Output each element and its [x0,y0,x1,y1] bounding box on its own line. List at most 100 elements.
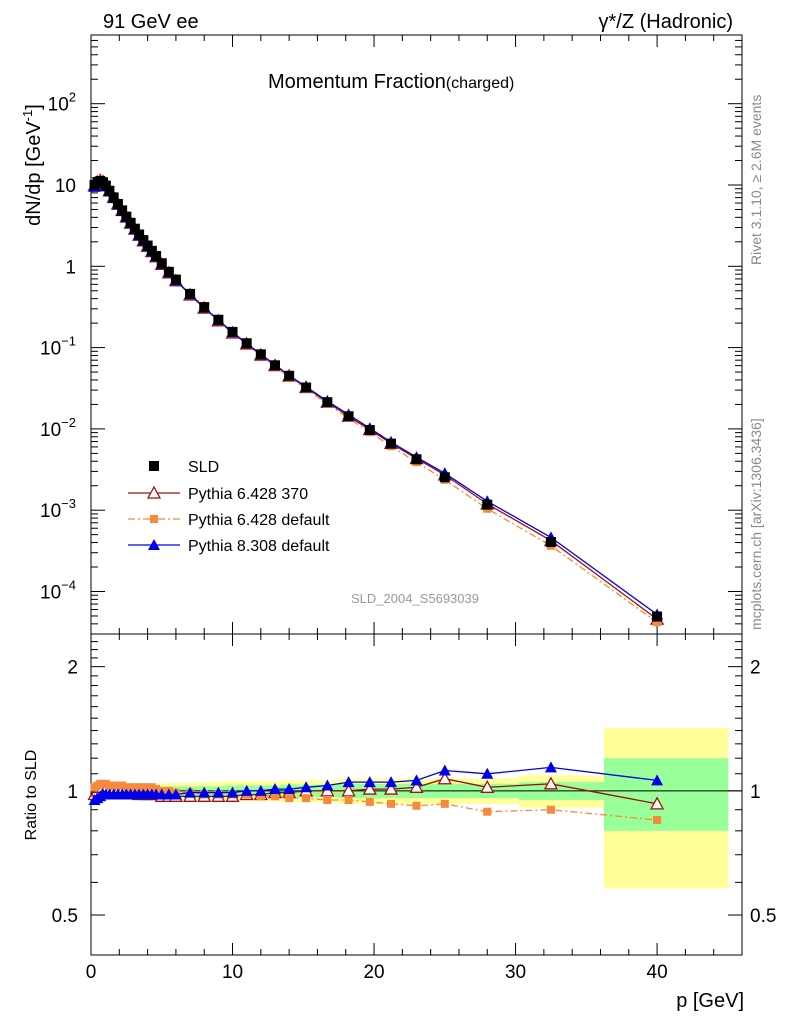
sld-point [411,454,422,465]
sld-point [138,235,149,246]
sld-point [439,472,450,483]
main-y-tick-label: 10−2 [40,415,76,441]
ratio-point-2 [109,781,118,790]
sld-point [255,349,266,360]
ratio-point-2 [546,805,555,814]
ratio-point-2 [147,783,156,792]
mcplots-label: mcplots.cern.ch [arXiv:1306.3436] [748,418,764,630]
legend-marker-3 [148,539,160,550]
ratio-point-2 [126,783,135,792]
sld-point [185,288,196,299]
legend-label-0: SLD [188,459,219,476]
ratio-y-tick-label: 1 [67,782,78,803]
ratio-point-3 [342,776,355,788]
sld-point [129,223,140,234]
x-tick-label: 0 [86,962,97,983]
x-tick-label: 10 [222,962,243,983]
main-line-2 [94,178,658,623]
tick-mantissa: 10 [48,95,69,116]
chart-title: Momentum Fraction(charged) [268,71,514,93]
ratio-point-2 [285,794,294,803]
ratio-point-3 [198,786,211,798]
ratio-point-3 [481,767,494,779]
legend: SLD Pythia 6.428 370 Pythia 6.428 default P… [128,459,330,555]
ratio-point-2 [113,781,122,790]
main-y-tick-label: 10−3 [40,496,76,522]
ratio-point-3 [321,779,334,791]
legend-label-1: Pythia 6.428 370 [188,486,308,503]
sld-point [322,397,333,408]
sld-point [163,266,174,277]
sld-point [269,360,280,371]
sld-point [108,192,119,203]
sld-point [652,611,663,622]
tick-exponent: −3 [61,496,76,511]
ratio-point-2 [130,783,139,792]
sld-point [112,198,123,209]
ratio-point-3 [544,761,557,773]
sld-point [125,217,136,228]
ratio-point-2 [653,815,662,824]
sld-point [482,499,493,510]
main-y-tick-label: 102 [48,90,76,116]
x-tick-label: 40 [647,962,668,983]
sld-point [146,245,157,256]
sld-point [134,229,145,240]
sld-point [284,370,295,381]
tick-exponent: −1 [61,334,76,349]
legend-marker-0 [149,461,159,471]
main-line-3 [94,181,658,616]
ratio-point-2 [139,783,148,792]
chart-title-sub: (charged) [446,75,514,92]
sld-point [170,274,181,285]
ratio-point-2 [440,799,449,808]
ratio-y-tick-label: 0.5 [52,906,78,927]
legend-label-3: Pythia 8.308 default [188,538,330,555]
ratio-point-1 [543,776,559,790]
ratio-point-2 [270,792,279,801]
ratio-point-3 [300,781,313,793]
ratio-point-3 [240,784,253,796]
ratio-point-2 [323,796,332,805]
sld-point [241,338,252,349]
ratio-point-2 [365,797,374,806]
ratio-y-tick-label-right: 2 [750,658,761,679]
ratio-point-2 [256,792,265,801]
ratio-point-2 [387,799,396,808]
y-axis-label-main-exp: -1 [20,110,35,122]
main-y-tick-label: 10−4 [40,577,76,603]
band-inner [604,758,729,831]
sld-point [227,326,238,337]
sld-point [121,211,132,222]
sld-point [104,185,115,196]
ratio-point-3 [651,774,664,786]
rivet-label: Rivet 3.1.10, ≥ 2.6M events [748,95,764,265]
y-axis-label-main: dN/dp [GeV-1] [20,104,45,226]
tick-mantissa: 10 [40,501,61,522]
ratio-point-3 [283,783,296,795]
y-axis-label-ratio: Ratio to SLD [23,750,40,841]
chart-title-main: Momentum Fraction [268,71,446,93]
ratio-y-tick-label: 2 [67,658,78,679]
ratio-point-2 [302,794,311,803]
ratio-point-1 [362,781,377,795]
tick-exponent: −2 [61,415,76,430]
main-y-tick-label: 1 [65,257,76,278]
ratio-point-1 [480,779,495,793]
legend-label-2: Pythia 6.428 default [188,512,330,529]
legend-marker-2 [150,515,158,523]
sld-point [386,438,397,449]
y-axis-label-main-text: dN/dp [GeV [23,121,45,226]
ratio-point-3 [268,783,281,795]
sld-point [545,537,556,548]
ratio-point-1 [649,796,665,810]
sld-point [151,250,162,261]
sld-point [117,205,128,216]
sld-point [343,411,354,422]
tick-mantissa: 10 [40,420,61,441]
ratio-point-1 [409,779,424,793]
ratio-point-3 [438,764,451,776]
main-point-2 [653,618,662,627]
ratio-point-2 [122,783,131,792]
